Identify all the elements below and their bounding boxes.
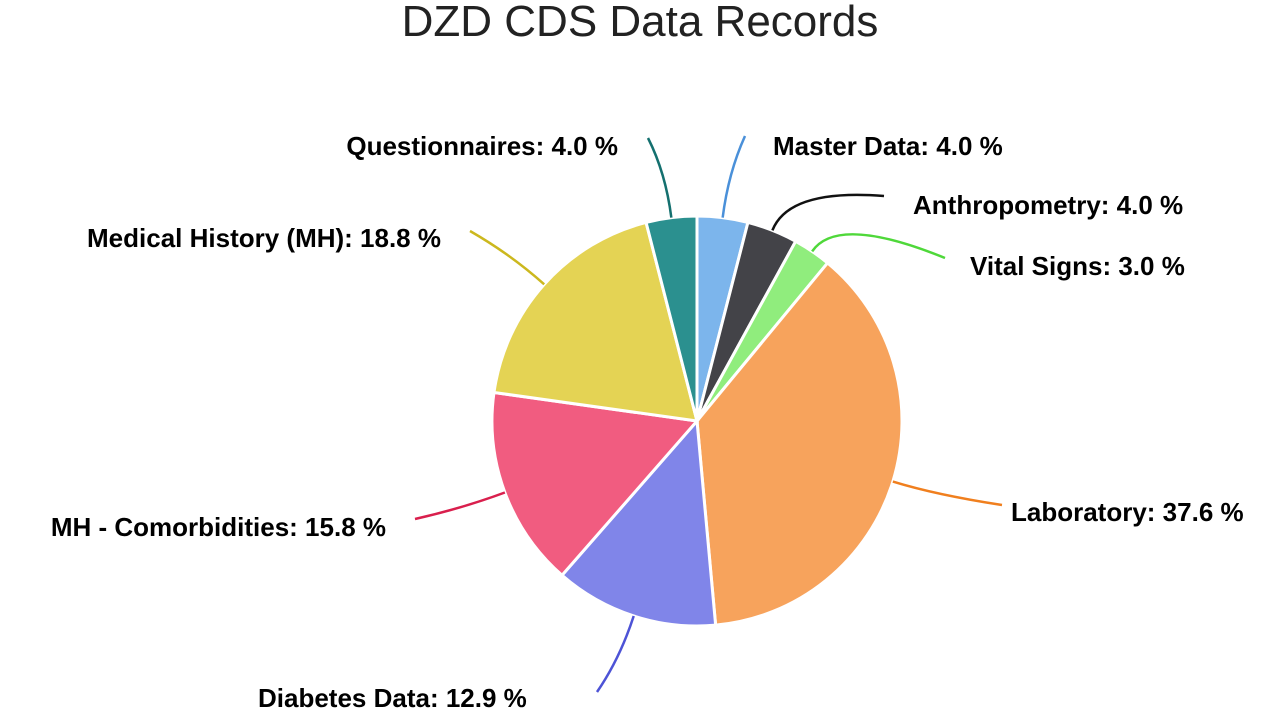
connector-line: [811, 233, 946, 260]
connector-line: [646, 137, 673, 218]
data-label: Medical History (MH): 18.8 %: [87, 223, 441, 253]
connector-lines: [414, 135, 1003, 693]
connector-line: [892, 480, 1003, 507]
pie-slice-laboratory[interactable]: [695, 260, 904, 627]
connector-line: [721, 135, 747, 218]
pie-slice-questionnaires[interactable]: [644, 214, 699, 422]
pie-slice-medical-history-mh-[interactable]: [492, 220, 700, 423]
data-labels: Master Data: 4.0 % Anthropometry: 4.0 % Vi…: [51, 131, 1244, 712]
data-label: Diabetes Data: 12.9 %: [258, 683, 527, 712]
connector-line: [414, 491, 506, 521]
chart-title: DZD CDS Data Records: [402, 0, 879, 46]
connector-line: [595, 615, 635, 693]
data-label: Vital Signs: 3.0 %: [970, 251, 1185, 281]
connector-line: [469, 229, 546, 286]
data-label: Master Data: 4.0 %: [773, 131, 1003, 161]
data-label: MH - Comorbidities: 15.8 %: [51, 512, 386, 542]
connector-line: [771, 193, 885, 231]
pie-slice-diabetes-data[interactable]: [559, 417, 718, 628]
pie-slices: [490, 214, 904, 628]
pie-slice-mh-comorbidities[interactable]: [490, 390, 700, 578]
data-label: Laboratory: 37.6 %: [1011, 497, 1244, 527]
data-label: Questionnaires: 4.0 %: [346, 131, 618, 161]
data-label: Anthropometry: 4.0 %: [913, 190, 1183, 220]
